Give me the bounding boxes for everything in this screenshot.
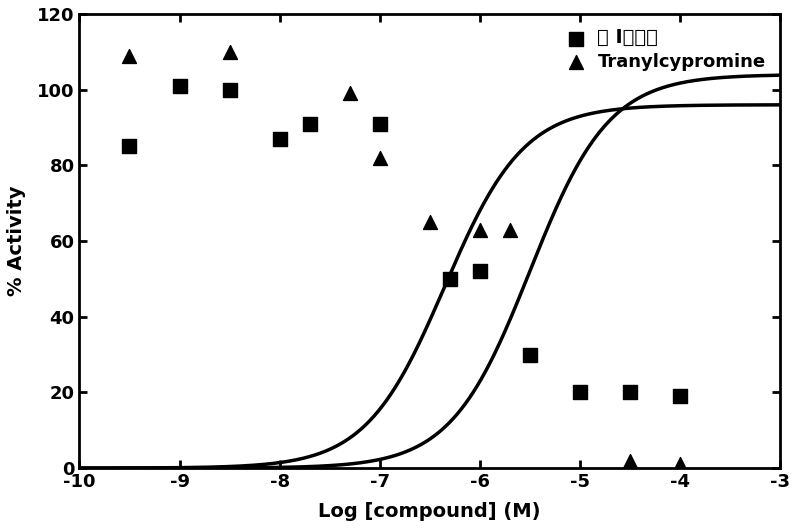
X-axis label: Log [compound] (M): Log [compound] (M) <box>319 502 541 521</box>
Tranylcypromine <box>623 456 636 465</box>
式 I化合物 <box>223 86 236 94</box>
式 I化合物 <box>673 392 686 400</box>
Tranylcypromine <box>373 154 386 162</box>
Tranylcypromine <box>473 225 486 234</box>
Legend: 式 I化合物, Tranylcypromine: 式 I化合物, Tranylcypromine <box>559 23 771 76</box>
Tranylcypromine <box>423 218 436 227</box>
Tranylcypromine <box>123 51 135 60</box>
式 I化合物 <box>173 82 186 90</box>
式 I化合物 <box>473 267 486 276</box>
Tranylcypromine <box>223 48 236 56</box>
Y-axis label: % Activity: % Activity <box>7 186 26 296</box>
Tranylcypromine <box>344 89 356 98</box>
式 I化合物 <box>524 350 536 359</box>
式 I化合物 <box>273 135 286 143</box>
Tranylcypromine <box>504 225 516 234</box>
式 I化合物 <box>443 275 456 283</box>
式 I化合物 <box>373 119 386 128</box>
式 I化合物 <box>574 388 587 397</box>
式 I化合物 <box>303 119 316 128</box>
式 I化合物 <box>623 388 636 397</box>
Tranylcypromine <box>673 460 686 468</box>
式 I化合物 <box>123 142 135 150</box>
